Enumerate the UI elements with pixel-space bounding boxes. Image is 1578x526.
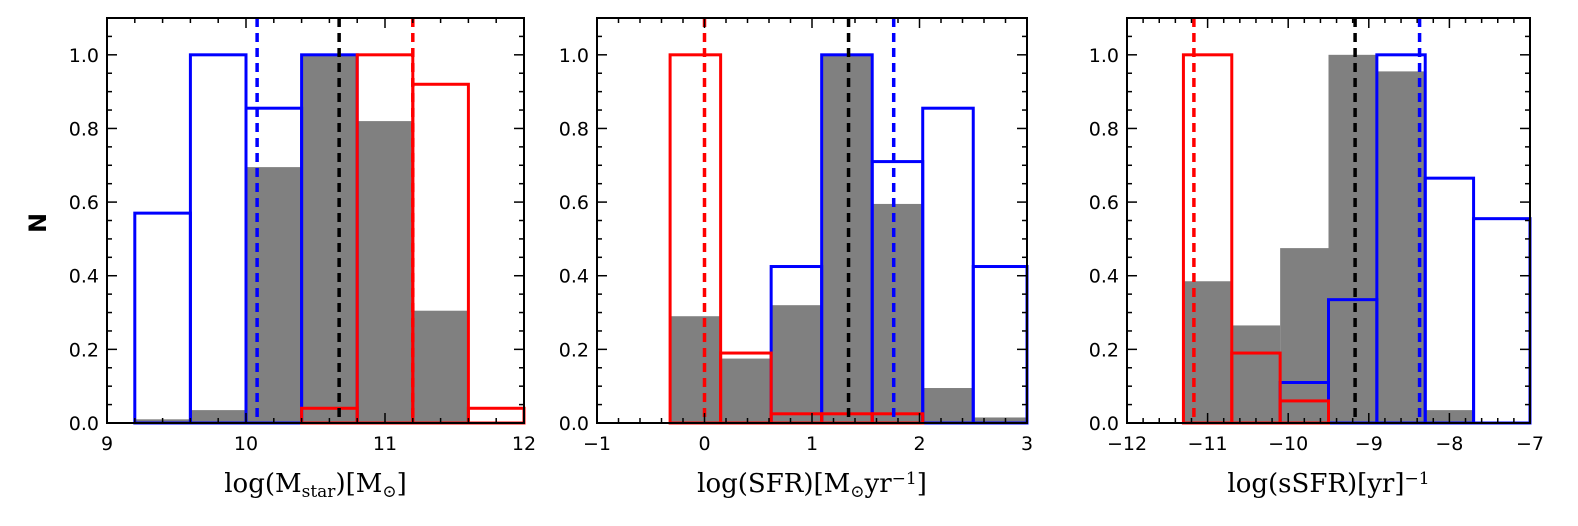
y-tick-label: 0.2 bbox=[69, 339, 99, 361]
panel-1: 0.0 0.2 0.4 0.6 0.8 1.0 9 10 11 12 log(Mstar)[M⊙] bbox=[69, 17, 536, 502]
gray-bar-2 bbox=[1231, 325, 1281, 423]
gray-bar-3 bbox=[246, 167, 302, 423]
x-tick-label: 11 bbox=[373, 433, 397, 455]
blue-bar-4 bbox=[1423, 176, 1476, 425]
y-tick-label: 0.4 bbox=[1089, 266, 1119, 288]
x-axis-label: log(Mstar)[M⊙] bbox=[224, 469, 407, 502]
gray-bar-5 bbox=[357, 121, 413, 423]
y-tick-label: 0.6 bbox=[1089, 192, 1119, 214]
gray-bar-5 bbox=[1376, 71, 1426, 424]
gray-bar-1 bbox=[1183, 281, 1232, 423]
x-tick-label: −9 bbox=[1355, 433, 1383, 455]
x-tick-label: −8 bbox=[1435, 433, 1463, 455]
gray-bar-3 bbox=[1280, 248, 1329, 423]
gray-bar-6 bbox=[922, 388, 974, 423]
blue-bar-2 bbox=[188, 53, 248, 425]
y-tick-label: 0.2 bbox=[559, 339, 589, 361]
blue-bar-4 bbox=[921, 106, 975, 425]
x-tick-label: 9 bbox=[101, 433, 113, 455]
x-axis-label: log(sSFR)[yr]−1 bbox=[1227, 469, 1429, 499]
x-tick-label: 0 bbox=[698, 433, 710, 455]
x-tick-label: −1 bbox=[583, 433, 611, 455]
x-tick-label: −12 bbox=[1107, 433, 1147, 455]
y-tick-label: 0.0 bbox=[69, 413, 99, 435]
gray-bar-7 bbox=[973, 417, 1027, 423]
panel-3: 0.0 0.2 0.4 0.6 0.8 1.0 −12 −11 −10 −9 −8 −7 log(sSF… bbox=[1089, 17, 1544, 499]
y-tick-label: 0.8 bbox=[69, 118, 99, 140]
y-axis-label: N bbox=[24, 213, 52, 233]
y-tick-label: 1.0 bbox=[559, 45, 589, 67]
x-axis-label: log(SFR)[M⊙yr−1] bbox=[697, 469, 927, 502]
y-tick-label: 0.4 bbox=[69, 266, 99, 288]
y-tick-label: 1.0 bbox=[69, 45, 99, 67]
x-tick-label: −10 bbox=[1268, 433, 1308, 455]
gray-bar-2 bbox=[720, 358, 772, 423]
y-tick-label: 0.0 bbox=[559, 413, 589, 435]
y-tick-label: 0.6 bbox=[69, 192, 99, 214]
blue-bar-1 bbox=[133, 211, 192, 425]
gray-bar-5 bbox=[872, 203, 923, 423]
gray-bar-3 bbox=[771, 305, 822, 423]
gray-bar-6 bbox=[412, 310, 469, 423]
y-tick-label: 0.4 bbox=[559, 266, 589, 288]
y-tick-label: 0.8 bbox=[1089, 118, 1119, 140]
blue-bar-5 bbox=[971, 265, 1029, 425]
y-tick-label: 1.0 bbox=[1089, 45, 1119, 67]
x-tick-label: −7 bbox=[1516, 433, 1544, 455]
x-tick-label: −11 bbox=[1188, 433, 1228, 455]
gray-bar-4 bbox=[1328, 54, 1377, 424]
y-tick-label: 0.0 bbox=[1089, 413, 1119, 435]
panel-2: 0.0 0.2 0.4 0.6 0.8 1.0 −1 0 1 2 3 log(SFR)[M⊙yr−1] bbox=[559, 17, 1033, 502]
y-tick-label: 0.8 bbox=[559, 118, 589, 140]
gray-bar-1 bbox=[670, 316, 721, 423]
x-tick-label: 12 bbox=[512, 433, 536, 455]
gray-bar-2 bbox=[190, 410, 246, 423]
x-tick-label: 10 bbox=[234, 433, 258, 455]
x-tick-label: 1 bbox=[806, 433, 818, 455]
x-tick-label: 3 bbox=[1021, 433, 1033, 455]
blue-bar-5 bbox=[1472, 217, 1532, 425]
y-tick-label: 0.2 bbox=[1089, 339, 1119, 361]
y-tick-label: 0.6 bbox=[559, 192, 589, 214]
x-tick-label: 2 bbox=[913, 433, 925, 455]
gray-bar-4 bbox=[301, 54, 358, 424]
